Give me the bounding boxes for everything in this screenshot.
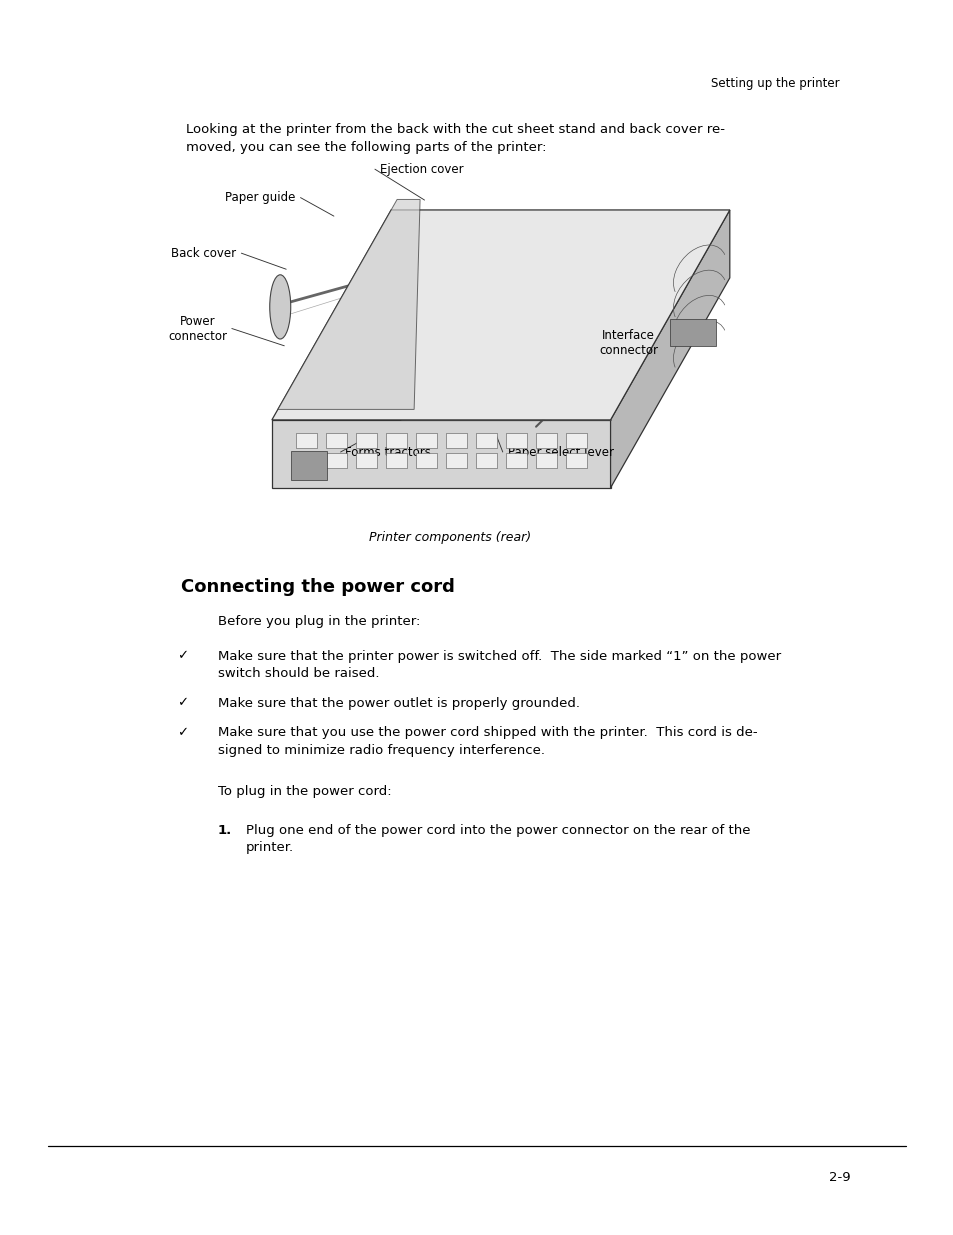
Polygon shape xyxy=(272,420,610,488)
Text: Plug one end of the power cord into the power connector on the rear of the
print: Plug one end of the power cord into the … xyxy=(246,824,750,855)
Text: To plug in the power cord:: To plug in the power cord: xyxy=(217,785,391,799)
Text: 2-9: 2-9 xyxy=(828,1171,849,1184)
Bar xyxy=(355,432,376,447)
Text: Interface
connector: Interface connector xyxy=(598,330,658,357)
Text: Paper guide: Paper guide xyxy=(225,191,295,204)
Bar xyxy=(326,453,347,468)
Text: ✓: ✓ xyxy=(177,650,189,663)
Bar xyxy=(416,453,436,468)
Polygon shape xyxy=(272,210,729,420)
Text: Back cover: Back cover xyxy=(172,247,236,259)
Text: Paper select lever: Paper select lever xyxy=(507,446,613,458)
Bar xyxy=(326,432,347,447)
Bar xyxy=(476,453,497,468)
Bar xyxy=(445,432,467,447)
Ellipse shape xyxy=(270,274,291,338)
Text: Power
connector: Power connector xyxy=(168,315,227,342)
Text: Make sure that the power outlet is properly grounded.: Make sure that the power outlet is prope… xyxy=(217,697,578,710)
Bar xyxy=(295,432,316,447)
Text: Ejection cover: Ejection cover xyxy=(379,163,463,175)
Text: Make sure that you use the power cord shipped with the printer.  This cord is de: Make sure that you use the power cord sh… xyxy=(217,726,757,757)
Bar xyxy=(669,319,715,346)
Bar xyxy=(536,453,557,468)
Bar xyxy=(385,432,406,447)
Bar xyxy=(565,432,586,447)
Text: Looking at the printer from the back with the cut sheet stand and back cover re-: Looking at the printer from the back wit… xyxy=(186,124,724,154)
Bar xyxy=(385,453,406,468)
Text: Forms tractors: Forms tractors xyxy=(345,446,431,458)
Text: ✓: ✓ xyxy=(177,726,189,740)
Bar xyxy=(416,432,436,447)
Text: Connecting the power cord: Connecting the power cord xyxy=(181,578,455,597)
Bar xyxy=(295,453,316,468)
Bar xyxy=(445,453,467,468)
Bar xyxy=(291,451,327,480)
Text: Before you plug in the printer:: Before you plug in the printer: xyxy=(217,615,419,629)
Text: 1.: 1. xyxy=(217,824,232,837)
Bar xyxy=(536,432,557,447)
Text: Make sure that the printer power is switched off.  The side marked “1” on the po: Make sure that the printer power is swit… xyxy=(217,650,780,680)
Bar xyxy=(505,432,526,447)
Bar xyxy=(476,432,497,447)
Text: ✓: ✓ xyxy=(177,697,189,710)
Bar xyxy=(565,453,586,468)
Polygon shape xyxy=(277,199,419,410)
Text: Setting up the printer: Setting up the printer xyxy=(710,77,839,90)
Bar xyxy=(505,453,526,468)
Polygon shape xyxy=(610,210,729,488)
Text: Printer components (rear): Printer components (rear) xyxy=(369,531,531,545)
Bar xyxy=(355,453,376,468)
